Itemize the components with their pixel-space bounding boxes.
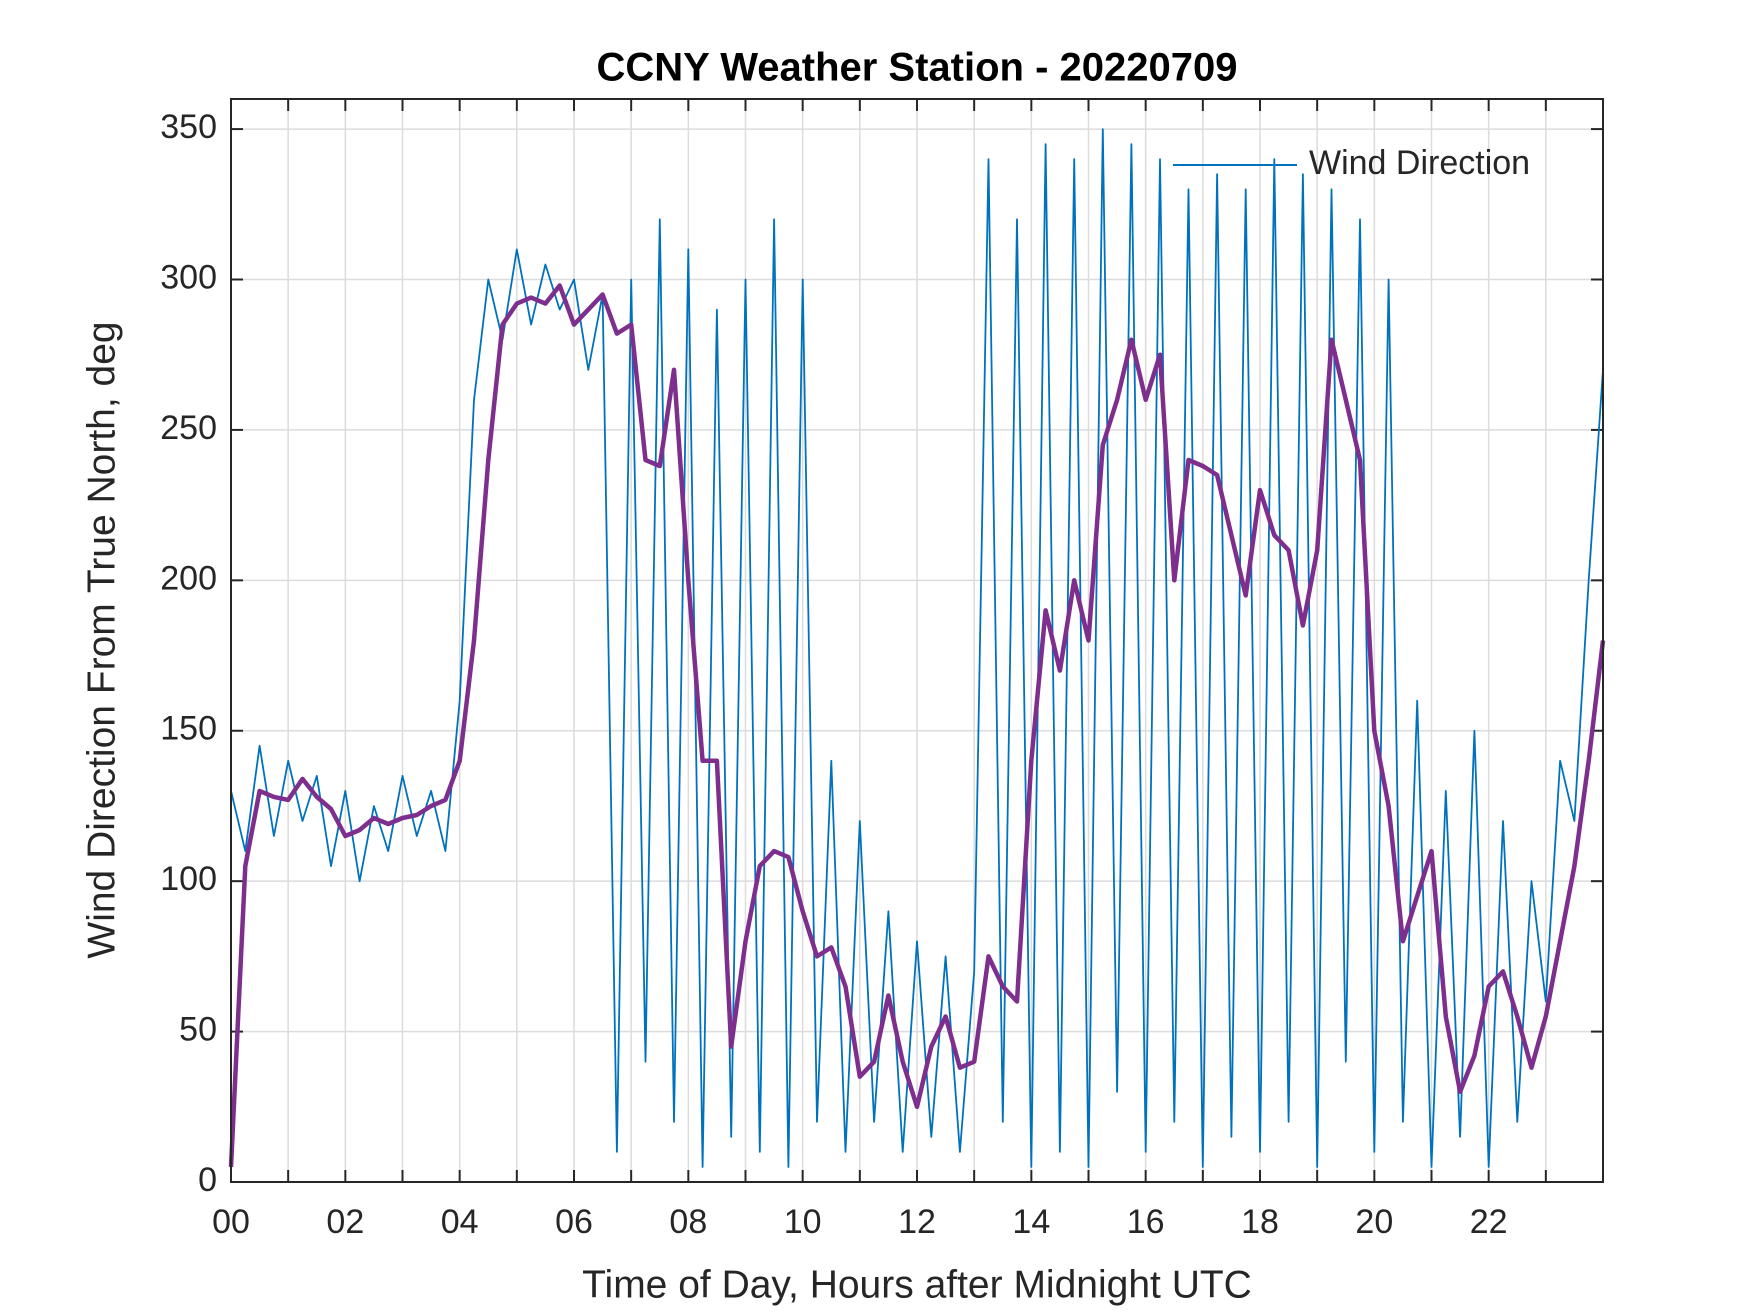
- x-tick-label: 14: [1012, 1203, 1050, 1241]
- x-tick-label: 06: [555, 1203, 593, 1241]
- data-line: [228, 283, 1606, 1168]
- x-tick-label: 10: [784, 1203, 822, 1241]
- chart-title: CCNY Weather Station - 20220709: [597, 46, 1238, 90]
- data-line: [230, 128, 1604, 1168]
- x-tick-label: 08: [669, 1203, 707, 1241]
- y-tick-label: 100: [160, 860, 217, 898]
- y-tick-label: 50: [179, 1011, 217, 1049]
- x-axis-label: Time of Day, Hours after Midnight UTC: [582, 1263, 1252, 1306]
- legend-label: Wind Direction: [1309, 144, 1530, 182]
- x-tick-label: 16: [1127, 1203, 1165, 1241]
- y-tick-label: 300: [160, 258, 217, 296]
- x-tick-label: 04: [441, 1203, 479, 1241]
- x-tick-label: 00: [212, 1203, 250, 1241]
- x-tick-label: 22: [1470, 1203, 1508, 1241]
- plot-frame: [230, 98, 1604, 1183]
- y-axis-label: Wind Direction From True North, deg: [80, 321, 123, 958]
- y-tick-label: 0: [198, 1161, 217, 1199]
- y-tick-label: 200: [160, 559, 217, 597]
- x-tick-label: 12: [898, 1203, 936, 1241]
- y-tick-label: 350: [160, 108, 217, 146]
- x-tick-label: 20: [1355, 1203, 1393, 1241]
- x-tick-label: 18: [1241, 1203, 1279, 1241]
- y-tick-label: 150: [160, 710, 217, 748]
- y-tick-label: 250: [160, 409, 217, 447]
- x-tick-label: 02: [326, 1203, 364, 1241]
